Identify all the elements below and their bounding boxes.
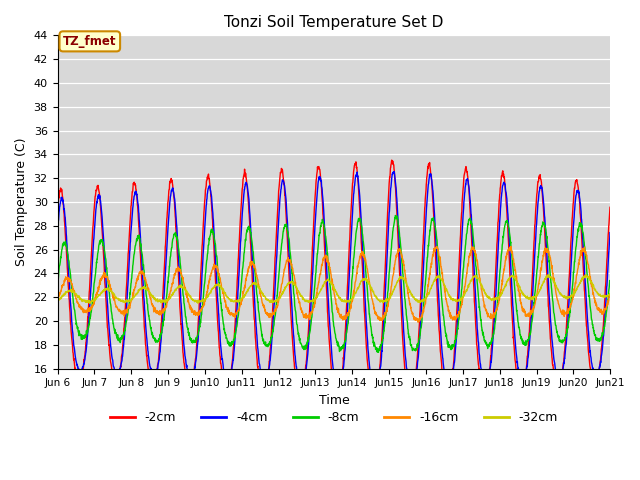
Y-axis label: Soil Temperature (C): Soil Temperature (C) [15, 138, 28, 266]
X-axis label: Time: Time [319, 394, 349, 407]
Legend: -2cm, -4cm, -8cm, -16cm, -32cm: -2cm, -4cm, -8cm, -16cm, -32cm [105, 406, 563, 429]
Text: TZ_fmet: TZ_fmet [63, 35, 116, 48]
Title: Tonzi Soil Temperature Set D: Tonzi Soil Temperature Set D [224, 15, 444, 30]
